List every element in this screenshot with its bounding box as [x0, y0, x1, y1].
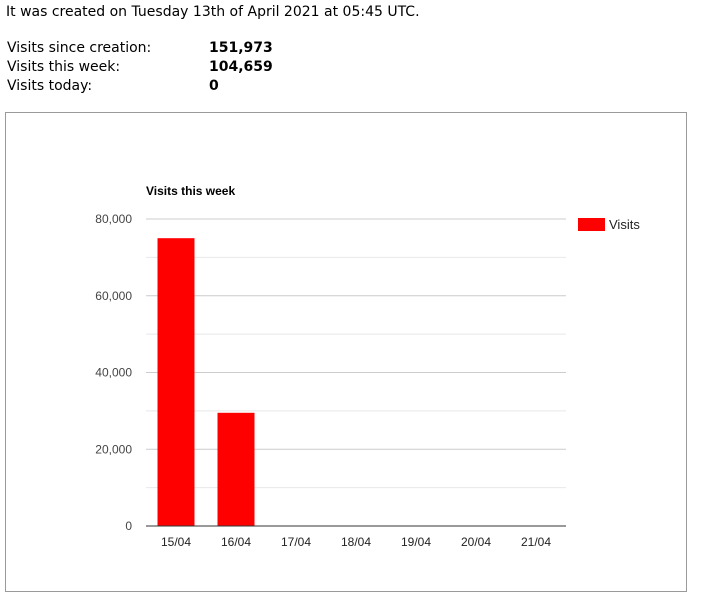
- x-tick-label: 19/04: [401, 535, 431, 549]
- stat-value: 0: [209, 77, 219, 94]
- stat-label: Visits since creation:: [7, 39, 152, 56]
- chart-title: Visits this week: [146, 184, 235, 198]
- chart-container: 0 20,000 40,000 60,000 80,000 15/04 16/04 17/04…: [5, 112, 687, 592]
- x-tick-label: 15/04: [161, 535, 191, 549]
- x-tick-label: 20/04: [461, 535, 491, 549]
- created-info: It was created on Tuesday 13th of April …: [6, 4, 420, 20]
- stat-row-since-creation: Visits since creation: 151,973: [7, 38, 273, 57]
- x-tick-label: 16/04: [221, 535, 251, 549]
- y-tick-label: 20,000: [95, 442, 132, 456]
- x-tick-label: 17/04: [281, 535, 311, 549]
- stat-row-today: Visits today: 0: [7, 76, 273, 95]
- stat-value: 151,973: [209, 39, 273, 56]
- y-tick-label: 60,000: [95, 289, 132, 303]
- stat-label: Visits today:: [7, 77, 93, 94]
- y-tick-label: 80,000: [95, 212, 132, 226]
- visit-stats: Visits since creation: 151,973 Visits th…: [7, 38, 273, 95]
- stat-value: 104,659: [209, 58, 273, 75]
- bar: [157, 238, 195, 526]
- bar: [217, 412, 255, 526]
- x-tick-label: 18/04: [341, 535, 371, 549]
- legend-swatch: [578, 218, 605, 231]
- x-tick-label: 21/04: [521, 535, 551, 549]
- stat-row-this-week: Visits this week: 104,659: [7, 57, 273, 76]
- y-tick-label: 0: [125, 519, 132, 533]
- y-tick-label: 40,000: [95, 366, 132, 380]
- visits-bar-chart: 0 20,000 40,000 60,000 80,000 15/04 16/04 17/04…: [95, 184, 640, 549]
- legend-label: Visits: [609, 217, 640, 232]
- stat-label: Visits this week:: [7, 58, 121, 75]
